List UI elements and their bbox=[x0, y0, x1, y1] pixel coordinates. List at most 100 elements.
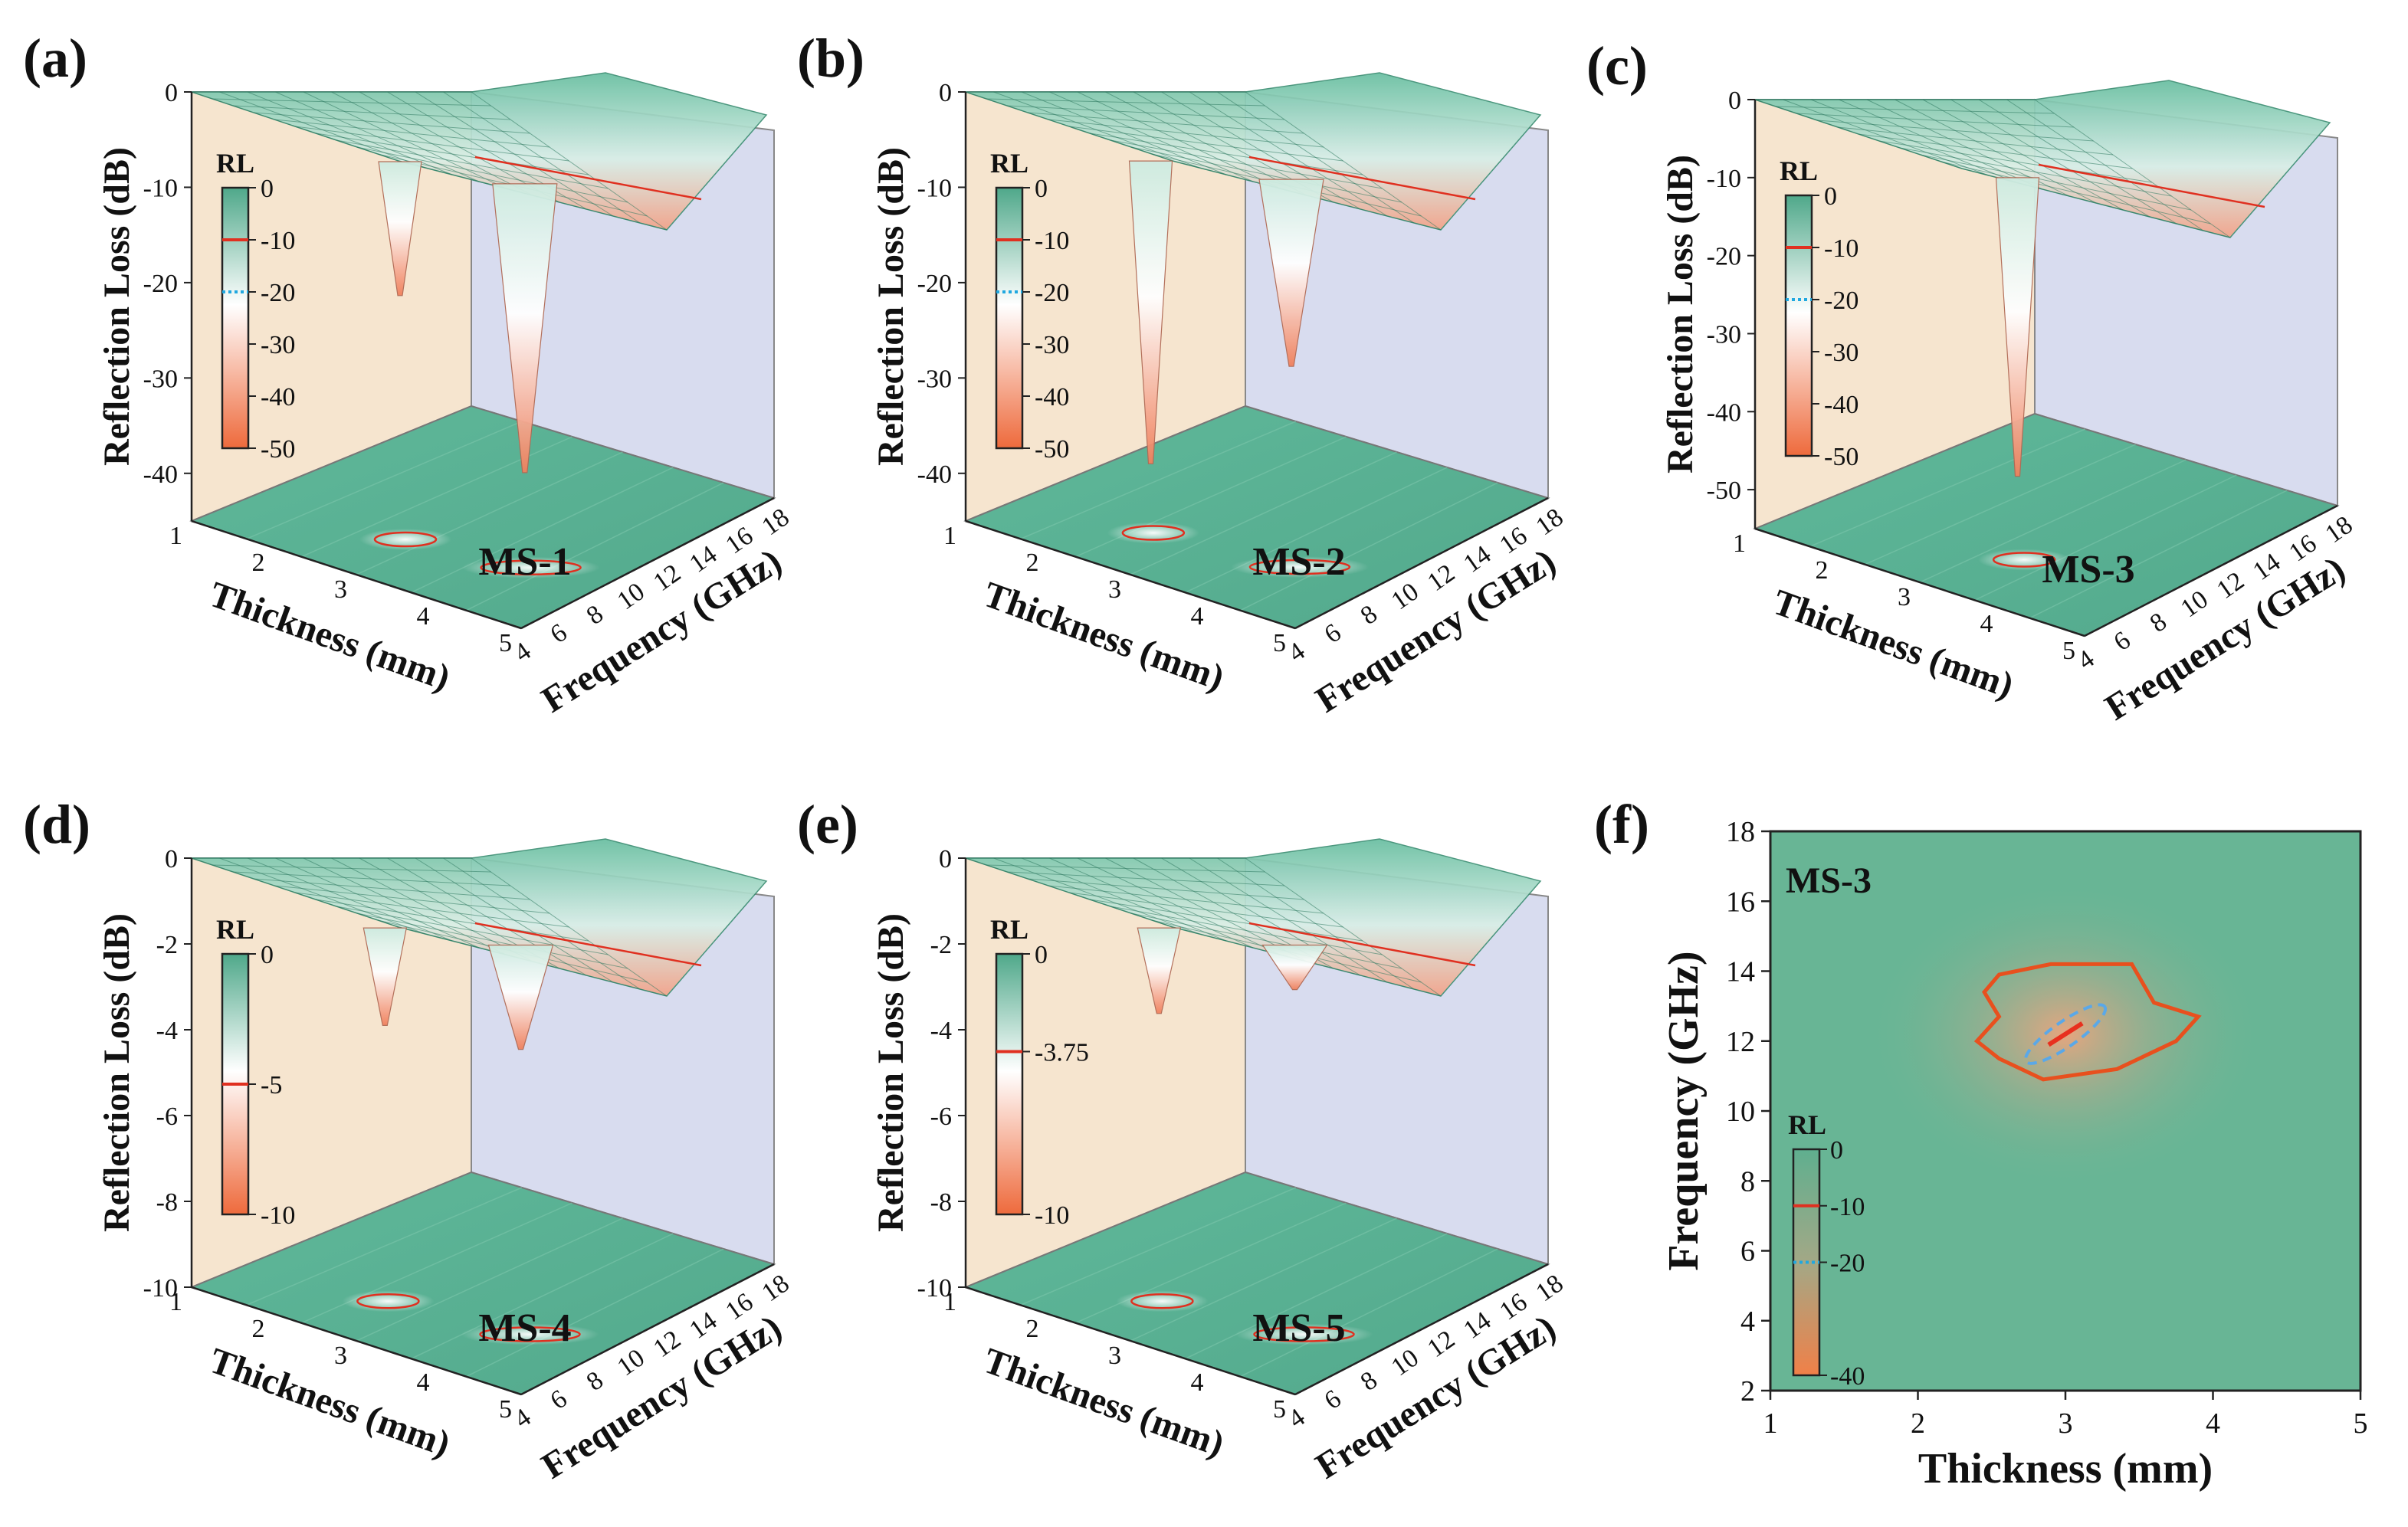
frequency-tick-label: 8 bbox=[582, 1366, 609, 1397]
frequency-tick-label: 10 bbox=[2176, 585, 2213, 624]
rl-peak bbox=[492, 183, 558, 474]
thickness-tick-label: 3 bbox=[1108, 575, 1121, 604]
z-tick-label: -40 bbox=[143, 460, 178, 489]
colorbar-tick-label: -5 bbox=[261, 1071, 282, 1099]
surface-mesh-line bbox=[415, 91, 614, 217]
surface-mesh-line bbox=[331, 91, 533, 196]
thickness-tick-label: 2 bbox=[252, 549, 265, 577]
surface-mesh-line bbox=[275, 91, 480, 182]
frequency-tick-label: 4 bbox=[509, 637, 536, 667]
z-tick-label: -2 bbox=[156, 931, 178, 959]
x-tick-label: 5 bbox=[2354, 1407, 2368, 1440]
z-tick-label: -20 bbox=[917, 270, 952, 298]
colorbar-tick-label: -40 bbox=[261, 383, 295, 411]
floor-contour bbox=[480, 559, 582, 575]
z-tick-label: -6 bbox=[156, 1103, 178, 1131]
surface-mesh-line bbox=[471, 91, 668, 231]
frequency-tick-label: 18 bbox=[756, 503, 794, 541]
z-tick-label: -10 bbox=[143, 1274, 178, 1303]
floor-contour bbox=[373, 531, 438, 548]
z-tick-label: -10 bbox=[917, 174, 952, 202]
floor-gridline bbox=[411, 467, 674, 594]
thickness-tick-label: 1 bbox=[943, 522, 956, 550]
frequency-tick-label: 6 bbox=[546, 618, 572, 649]
surface-mesh-line bbox=[219, 857, 426, 935]
frequency-tick-label: 18 bbox=[2320, 510, 2357, 549]
z-tick-label: -8 bbox=[156, 1188, 178, 1217]
thickness-tick-label: 2 bbox=[1816, 556, 1829, 585]
z-tick-label: -40 bbox=[1707, 398, 1741, 427]
colorbar-tick-label: -20 bbox=[1035, 279, 1069, 307]
floor-gridline bbox=[1185, 467, 1448, 594]
z-tick-label: -4 bbox=[156, 1017, 178, 1045]
rl-peak bbox=[1995, 177, 2040, 477]
surface-mesh-line bbox=[247, 857, 453, 942]
threshold-line bbox=[1248, 922, 1476, 967]
frequency-tick-label: 12 bbox=[1422, 559, 1460, 597]
surface-mesh-line bbox=[1077, 91, 1281, 189]
colorbar-title: RL bbox=[216, 914, 254, 945]
colorbar-tick-label: -10 bbox=[1824, 234, 1858, 263]
colorbar-tick-label: -40 bbox=[1830, 1362, 1865, 1391]
colorbar-tick-label: -10 bbox=[1035, 227, 1069, 255]
colorbar-tick-label: -10 bbox=[1035, 1201, 1069, 1230]
colorbar-tick-label: -50 bbox=[1035, 435, 1069, 464]
z-tick-label: 0 bbox=[939, 79, 952, 107]
z-tick-label: 0 bbox=[165, 845, 178, 873]
surface-mesh-line bbox=[1021, 91, 1227, 175]
surface-mesh-line bbox=[1021, 857, 1227, 942]
frequency-tick-label: 10 bbox=[1386, 1344, 1424, 1382]
thickness-tick-label: 5 bbox=[1273, 629, 1286, 657]
frequency-tick-label: 6 bbox=[1320, 618, 1347, 649]
floor-gridline bbox=[1020, 1187, 1297, 1306]
frequency-tick-label: 18 bbox=[756, 1269, 794, 1307]
thickness-axis bbox=[965, 519, 1296, 630]
surface-mesh-line bbox=[2034, 99, 2231, 238]
colorbar-tick-label: -50 bbox=[261, 435, 295, 464]
frequency-tick-label: 4 bbox=[2072, 644, 2099, 675]
panel-letter: (a) bbox=[23, 28, 87, 89]
rl-peak bbox=[1261, 944, 1328, 991]
colorbar-title: RL bbox=[1788, 1109, 1826, 1140]
frequency-axis bbox=[520, 496, 775, 630]
surface-mesh-line bbox=[1217, 857, 1415, 990]
colorbar-tick-label: -20 bbox=[1830, 1250, 1865, 1278]
colorbar-title: RL bbox=[990, 914, 1028, 945]
frequency-tick-label: 4 bbox=[509, 1403, 536, 1434]
thickness-tick-label: 5 bbox=[499, 1395, 512, 1424]
z-tick-label: -10 bbox=[1707, 165, 1741, 193]
colorbar bbox=[995, 186, 1024, 450]
floor-contour bbox=[1121, 525, 1186, 541]
surface-mesh-line bbox=[1077, 857, 1281, 955]
z-tick-label: -30 bbox=[143, 365, 178, 393]
panel-letter: (f) bbox=[1594, 794, 1649, 855]
colorbar-title: RL bbox=[1780, 156, 1818, 186]
thickness-tick-label: 1 bbox=[1733, 529, 1746, 558]
thickness-tick-label: 3 bbox=[334, 1342, 347, 1370]
surface-mesh-line bbox=[1217, 91, 1415, 224]
floor-contour bbox=[356, 1293, 420, 1309]
colorbar-tick-label: 0 bbox=[1824, 182, 1837, 211]
z-tick-label: 0 bbox=[1728, 87, 1741, 115]
colorbar-tick-label: -40 bbox=[1824, 391, 1858, 419]
colorbar-tick-label: -30 bbox=[1824, 339, 1858, 367]
colorbar-tick-label: -30 bbox=[1035, 331, 1069, 359]
thickness-tick-label: 3 bbox=[334, 575, 347, 604]
floor-gridline bbox=[465, 1248, 724, 1378]
z-tick-label: -30 bbox=[917, 365, 952, 393]
rl-peak bbox=[363, 927, 408, 1027]
sample-label: MS-3 bbox=[2042, 548, 2134, 591]
thickness-axis bbox=[191, 519, 522, 630]
colorbar-tick-label: -10 bbox=[1830, 1193, 1865, 1221]
surface-mesh-line bbox=[1105, 857, 1307, 962]
heatmap-minimum bbox=[2047, 1021, 2084, 1047]
thickness-tick-label: 2 bbox=[1026, 549, 1039, 577]
panel-letter: (d) bbox=[23, 794, 90, 855]
z-tick-label: -2 bbox=[930, 931, 952, 959]
frequency-tick-label: 8 bbox=[2145, 608, 2172, 638]
thickness-axis bbox=[965, 1286, 1296, 1396]
threshold-line bbox=[474, 922, 702, 967]
